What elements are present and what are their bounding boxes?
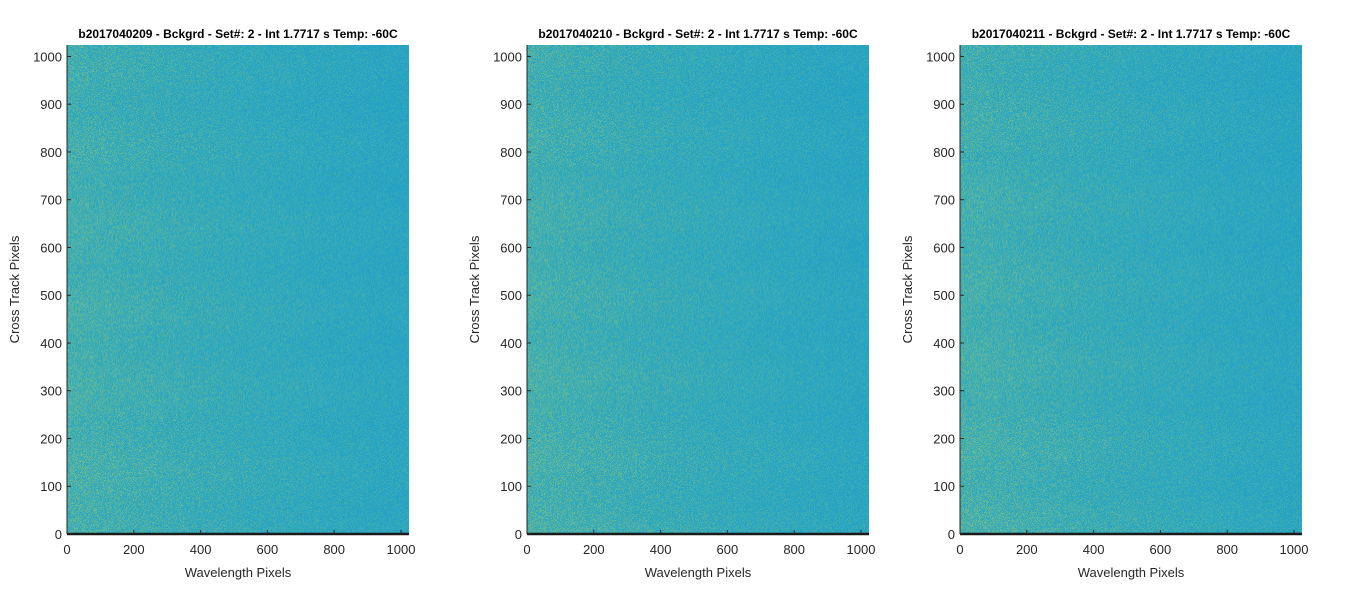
- x-tick-label: 400: [190, 542, 212, 557]
- y-tick-label: 600: [500, 240, 522, 255]
- x-tick-label: 400: [650, 542, 672, 557]
- x-tick-label: 800: [783, 542, 805, 557]
- plot-title: b2017040210 - Bckgrd - Set#: 2 - Int 1.7…: [538, 27, 858, 41]
- y-tick-label: 800: [40, 145, 62, 160]
- y-tick-label: 500: [933, 288, 955, 303]
- y-tick-label: 900: [40, 97, 62, 112]
- y-tick-label: 300: [40, 384, 62, 399]
- y-tick-label: 600: [933, 240, 955, 255]
- y-tick-label: 600: [40, 240, 62, 255]
- y-tick-label: 400: [933, 336, 955, 351]
- x-tick-label: 200: [1016, 542, 1038, 557]
- x-tick-label: 400: [1083, 542, 1105, 557]
- x-axis-label: Wavelength Pixels: [645, 565, 752, 580]
- axes-svg: b2017040209 - Bckgrd - Set#: 2 - Int 1.7…: [7, 27, 416, 580]
- y-tick-label: 100: [933, 479, 955, 494]
- heatmap-image: [67, 45, 409, 534]
- axes-svg: b2017040210 - Bckgrd - Set#: 2 - Int 1.7…: [467, 27, 876, 580]
- y-tick-label: 500: [40, 288, 62, 303]
- y-tick-label: 400: [40, 336, 62, 351]
- y-tick-label: 200: [40, 431, 62, 446]
- x-tick-label: 600: [717, 542, 739, 557]
- y-tick-label: 0: [515, 527, 522, 542]
- x-tick-label: 1000: [387, 542, 416, 557]
- plot-title: b2017040209 - Bckgrd - Set#: 2 - Int 1.7…: [78, 27, 398, 41]
- x-axis-label: Wavelength Pixels: [1078, 565, 1185, 580]
- plot-title: b2017040211 - Bckgrd - Set#: 2 - Int 1.7…: [972, 27, 1291, 41]
- heatmap-image: [960, 45, 1302, 534]
- axes-svg: b2017040211 - Bckgrd - Set#: 2 - Int 1.7…: [900, 27, 1309, 580]
- x-tick-label: 600: [1150, 542, 1172, 557]
- x-tick-label: 1000: [847, 542, 876, 557]
- x-tick-label: 800: [323, 542, 345, 557]
- y-tick-label: 1000: [33, 49, 62, 64]
- y-tick-label: 100: [500, 479, 522, 494]
- y-tick-label: 300: [500, 384, 522, 399]
- y-tick-label: 800: [933, 145, 955, 160]
- y-tick-label: 1000: [926, 49, 955, 64]
- y-tick-label: 1000: [493, 49, 522, 64]
- x-tick-label: 1000: [1280, 542, 1309, 557]
- y-tick-label: 800: [500, 145, 522, 160]
- y-tick-label: 100: [40, 479, 62, 494]
- y-axis-label: Cross Track Pixels: [900, 235, 915, 343]
- x-axis-label: Wavelength Pixels: [185, 565, 292, 580]
- y-axis-label: Cross Track Pixels: [7, 235, 22, 343]
- y-tick-label: 500: [500, 288, 522, 303]
- subplot-3: b2017040211 - Bckgrd - Set#: 2 - Int 1.7…: [893, 0, 1343, 600]
- y-tick-label: 200: [500, 431, 522, 446]
- subplot-1: b2017040209 - Bckgrd - Set#: 2 - Int 1.7…: [0, 0, 450, 600]
- subplot-2: b2017040210 - Bckgrd - Set#: 2 - Int 1.7…: [460, 0, 910, 600]
- y-tick-label: 900: [933, 97, 955, 112]
- x-tick-label: 200: [583, 542, 605, 557]
- x-tick-label: 600: [257, 542, 279, 557]
- x-tick-label: 0: [956, 542, 963, 557]
- y-tick-label: 700: [40, 193, 62, 208]
- y-tick-label: 300: [933, 384, 955, 399]
- x-tick-label: 0: [63, 542, 70, 557]
- y-tick-label: 0: [55, 527, 62, 542]
- heatmap-image: [527, 45, 869, 534]
- y-tick-label: 200: [933, 431, 955, 446]
- y-tick-label: 0: [948, 527, 955, 542]
- y-tick-label: 700: [500, 193, 522, 208]
- y-tick-label: 700: [933, 193, 955, 208]
- x-tick-label: 800: [1216, 542, 1238, 557]
- y-axis-label: Cross Track Pixels: [467, 235, 482, 343]
- y-tick-label: 400: [500, 336, 522, 351]
- x-tick-label: 0: [523, 542, 530, 557]
- y-tick-label: 900: [500, 97, 522, 112]
- x-tick-label: 200: [123, 542, 145, 557]
